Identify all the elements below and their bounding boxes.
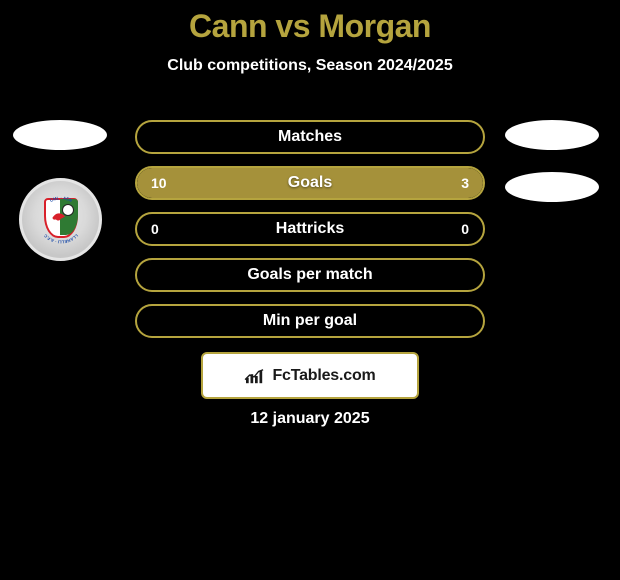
stat-value-right: 3 — [461, 175, 469, 191]
right-player-col — [505, 120, 599, 202]
badge-ring-text: CML · AEN LLANELLI · A.F.C — [32, 191, 90, 249]
stat-row: Min per goal — [135, 304, 485, 338]
right-badge-ellipse — [505, 172, 599, 202]
brand-text: FcTables.com — [272, 367, 375, 385]
stat-label: Goals per match — [247, 266, 372, 284]
stat-row: Goals per match — [135, 258, 485, 292]
stat-value-right: 0 — [461, 221, 469, 237]
stat-value-left: 0 — [151, 221, 159, 237]
stat-label: Goals — [288, 174, 332, 192]
left-club-badge: CML · AEN LLANELLI · A.F.C — [19, 178, 102, 261]
stat-label: Matches — [278, 128, 342, 146]
bar-chart-icon — [244, 367, 266, 385]
stat-row: Goals 10 3 — [135, 166, 485, 200]
stat-fill-left — [137, 168, 390, 198]
brand-box[interactable]: FcTables.com — [201, 352, 419, 399]
stat-row: Matches — [135, 120, 485, 154]
stat-label: Hattricks — [276, 220, 344, 238]
date-label: 12 january 2025 — [250, 410, 369, 428]
stats-column: Matches Goals 10 3 Hattricks 0 0 Goals per matc… — [135, 120, 485, 350]
stat-label: Min per goal — [263, 312, 357, 330]
left-name-ellipse — [13, 120, 107, 150]
subtitle: Club competitions, Season 2024/2025 — [0, 57, 620, 75]
stat-row: Hattricks 0 0 — [135, 212, 485, 246]
header: Cann vs Morgan Club competitions, Season… — [0, 0, 620, 75]
left-player-col: CML · AEN LLANELLI · A.F.C — [13, 120, 107, 261]
stat-value-left: 10 — [151, 175, 167, 191]
svg-text:LLANELLI · A.F.C: LLANELLI · A.F.C — [42, 233, 78, 245]
badge-crest: CML · AEN LLANELLI · A.F.C — [32, 191, 90, 249]
right-name-ellipse — [505, 120, 599, 150]
page-title: Cann vs Morgan — [0, 8, 620, 45]
svg-text:CML · AEN: CML · AEN — [48, 195, 72, 203]
